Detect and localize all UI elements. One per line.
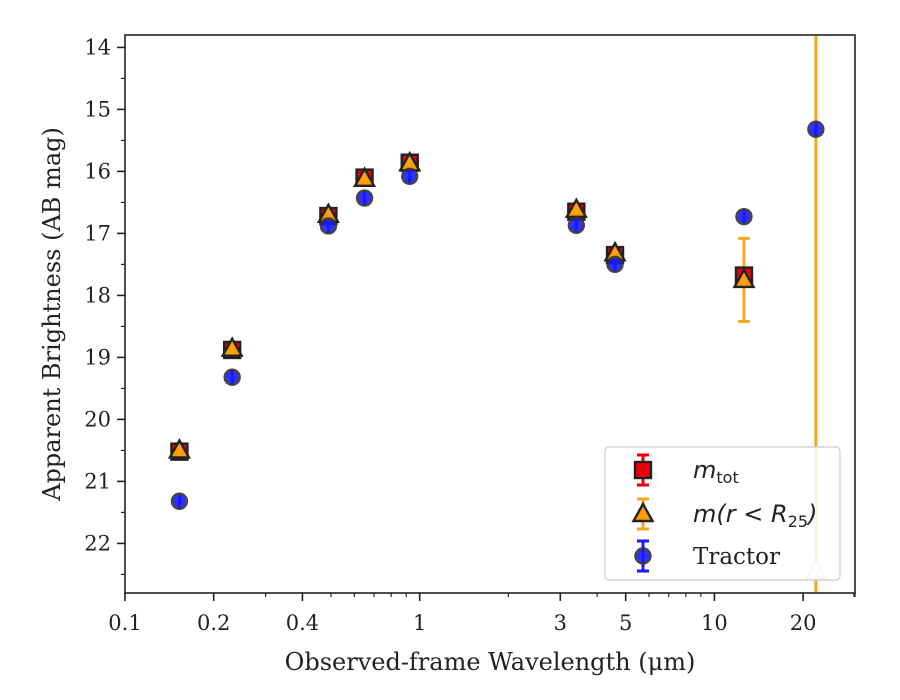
x-tick-label: 0.4 [286, 611, 319, 635]
data-markers [167, 120, 828, 580]
x-ticks: 0.1 0.2 0.4 1 3 5 10 20 [108, 593, 856, 635]
y-axis-label: Apparent Brightness (AB mag) [38, 127, 66, 502]
y-tick-label: 20 [84, 407, 111, 431]
legend-marker-triangle [631, 501, 655, 523]
y-tick-label: 16 [84, 159, 111, 183]
y-tick-label: 22 [84, 531, 111, 555]
legend-marker-circle [634, 547, 652, 565]
legend-label: m(r < R25) [693, 500, 817, 531]
y-tick-label: 15 [84, 97, 111, 121]
x-axis-label: Observed-frame Wavelength (μm) [285, 648, 696, 676]
y-tick-label: 14 [84, 35, 111, 59]
y-tick-label: 21 [84, 469, 111, 493]
y-tick-label: 19 [84, 345, 111, 369]
y-ticks: 14 15 16 17 18 19 20 21 22 [84, 35, 125, 576]
x-tick-label: 20 [790, 611, 817, 635]
legend: mtot m(r < R25) Tractor [604, 446, 841, 581]
y-tick-label: 17 [84, 221, 111, 245]
legend-marker-square [633, 460, 653, 480]
x-tick-label: 1 [413, 611, 426, 635]
axes-frame [124, 34, 856, 594]
x-tick-label: 3 [554, 611, 567, 635]
legend-box [604, 446, 841, 581]
y-tick-label: 18 [84, 283, 111, 307]
legend-label: mtot [693, 456, 739, 487]
x-tick-label: 0.2 [197, 611, 230, 635]
x-tick-label: 0.1 [108, 611, 141, 635]
legend-label: Tractor [693, 544, 780, 570]
x-tick-label: 10 [701, 611, 728, 635]
x-tick-label: 5 [619, 611, 632, 635]
